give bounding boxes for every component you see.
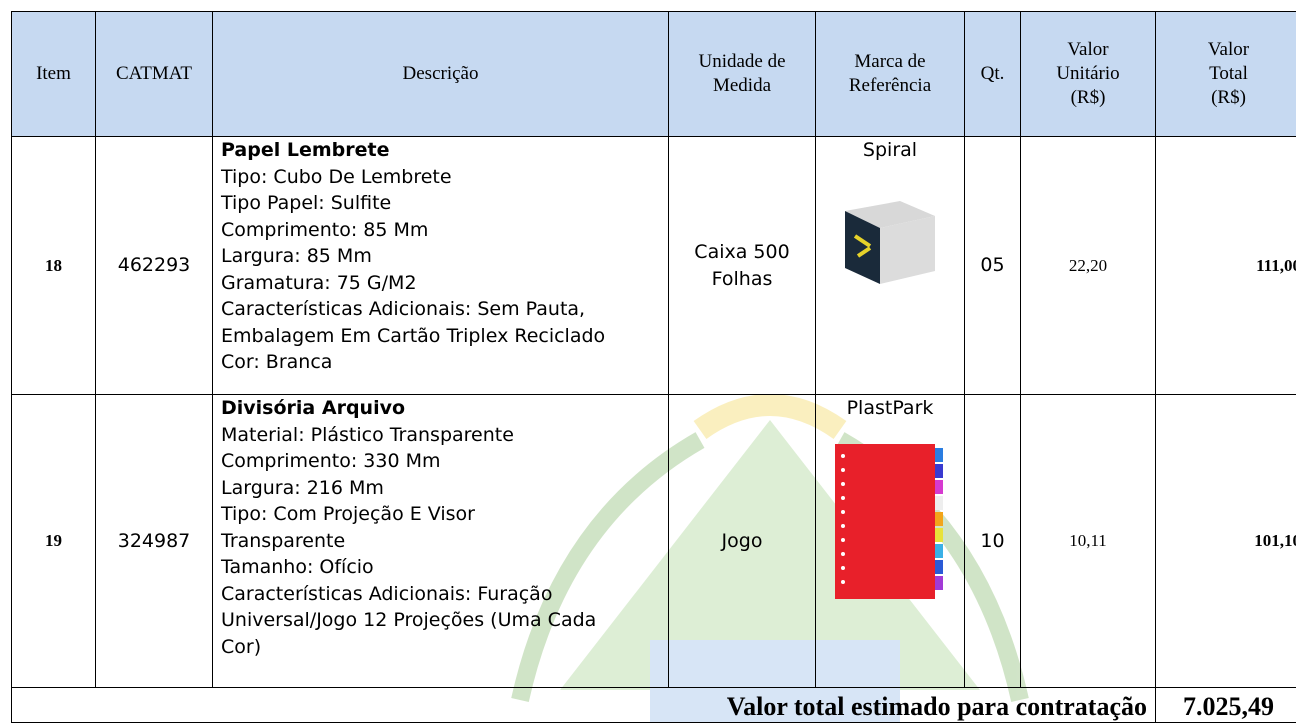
brand-cell: Spiral (816, 137, 965, 395)
unit-price-cell: 10,11 (1021, 395, 1156, 688)
catmat-cell: 462293 (96, 137, 213, 395)
header-cell: CATMAT (96, 12, 213, 137)
description-line: Material: Plástico Transparente (221, 422, 668, 449)
header-text: Medida (669, 74, 815, 98)
description-title: Divisória Arquivo (221, 395, 668, 422)
description-line: Características Adicionais: Sem Pauta, (221, 296, 668, 323)
item-number: 18 (45, 256, 62, 275)
header-text: Marca de (816, 50, 964, 74)
description-line: Tipo Papel: Sulfite (221, 190, 668, 217)
brand-name: Spiral (816, 137, 964, 164)
footer-label: Valor total estimado para contratação (12, 688, 1156, 723)
header-text: Unitário (1021, 62, 1155, 86)
brand-name: PlastPark (816, 395, 964, 422)
header-text: Referência (816, 74, 964, 98)
catmat-cell: 324987 (96, 395, 213, 688)
header-text: Item (12, 62, 95, 86)
unit-text: Folhas (669, 266, 815, 293)
header-text: (R$) (1156, 86, 1296, 110)
header-text: Unidade de (669, 50, 815, 74)
header-text: Total (1156, 62, 1296, 86)
header-text: Qt. (965, 62, 1020, 86)
total-cell: 101,10 (1156, 395, 1296, 688)
header-cell: Item (12, 12, 96, 137)
header-text: (R$) (1021, 86, 1155, 110)
header-text: Descrição (213, 62, 668, 86)
total-cell: 111,00 (1156, 137, 1296, 395)
description-line: Comprimento: 330 Mm (221, 448, 668, 475)
description-line: Características Adicionais: Furação (221, 581, 668, 608)
unit-price-cell: 22,20 (1021, 137, 1156, 395)
unit-text: Caixa 500 (669, 239, 815, 266)
brand-cell: PlastPark (816, 395, 965, 688)
description-title: Papel Lembrete (221, 137, 668, 164)
footer-value: 7.025,49 (1156, 688, 1296, 723)
header-text: Valor (1021, 38, 1155, 62)
description-line: Tipo: Com Projeção E Visor (221, 501, 668, 528)
unit-cell: Jogo (669, 395, 816, 688)
description-line: Cor: Branca (221, 349, 668, 376)
product-image (830, 186, 950, 286)
description-line: Tamanho: Ofício (221, 554, 668, 581)
description-line: Transparente (221, 528, 668, 555)
image-box (816, 186, 964, 294)
header-text: CATMAT (96, 62, 212, 86)
header-cell: Descrição (213, 12, 669, 137)
description-line: Universal/Jogo 12 Projeções (Uma Cada (221, 607, 668, 634)
description-line: Gramatura: 75 G/M2 (221, 270, 668, 297)
description-line: Cor) (221, 634, 668, 661)
description-line: Embalagem Em Cartão Triplex Reciclado (221, 323, 668, 350)
description-line: Largura: 216 Mm (221, 475, 668, 502)
header-cell: Qt. (965, 12, 1021, 137)
item-cell: 18 (12, 137, 96, 395)
unit-text: Jogo (669, 528, 815, 555)
qty-cell: 05 (965, 137, 1021, 395)
description-line: Tipo: Cubo De Lembrete (221, 164, 668, 191)
product-image (825, 434, 955, 604)
qty-cell: 10 (965, 395, 1021, 688)
description-line: Comprimento: 85 Mm (221, 217, 668, 244)
header-text: Valor (1156, 38, 1296, 62)
description-line: Largura: 85 Mm (221, 243, 668, 270)
item-cell: 19 (12, 395, 96, 688)
image-box (816, 434, 964, 612)
item-number: 19 (45, 531, 62, 550)
